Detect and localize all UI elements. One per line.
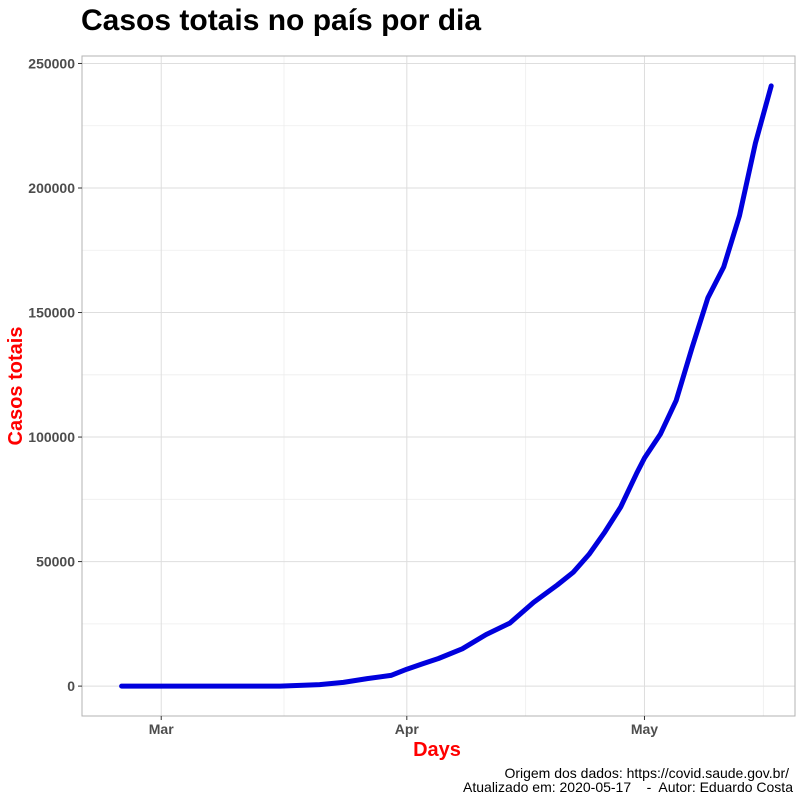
x-tick-label: Mar — [149, 721, 174, 737]
y-axis-ticks: 0 50000 100000 150000 200000 250000 — [28, 55, 82, 694]
y-axis-title: Casos totais — [5, 327, 27, 446]
series-line — [119, 83, 774, 689]
y-tick-label: 100000 — [28, 429, 75, 445]
y-tick-label: 50000 — [36, 554, 75, 570]
grid-minor — [82, 56, 795, 716]
caption-updated: Atualizado em: 2020-05-17 - Autor: Eduar… — [463, 779, 793, 795]
x-axis-title: Days — [413, 739, 461, 761]
caption-source: Origem dos dados: https://covid.saude.go… — [504, 765, 789, 781]
grid-major — [82, 56, 795, 716]
y-tick-label: 150000 — [28, 305, 75, 321]
y-tick-label: 0 — [67, 678, 75, 694]
y-tick-label: 200000 — [28, 180, 75, 196]
y-tick-label: 250000 — [28, 55, 75, 71]
x-axis-ticks: Mar Apr May — [149, 716, 658, 737]
x-tick-label: May — [631, 721, 658, 737]
chart-title: Casos totais no país por dia — [81, 4, 481, 37]
panel-border — [81, 55, 796, 717]
x-tick-label: Apr — [395, 721, 420, 737]
